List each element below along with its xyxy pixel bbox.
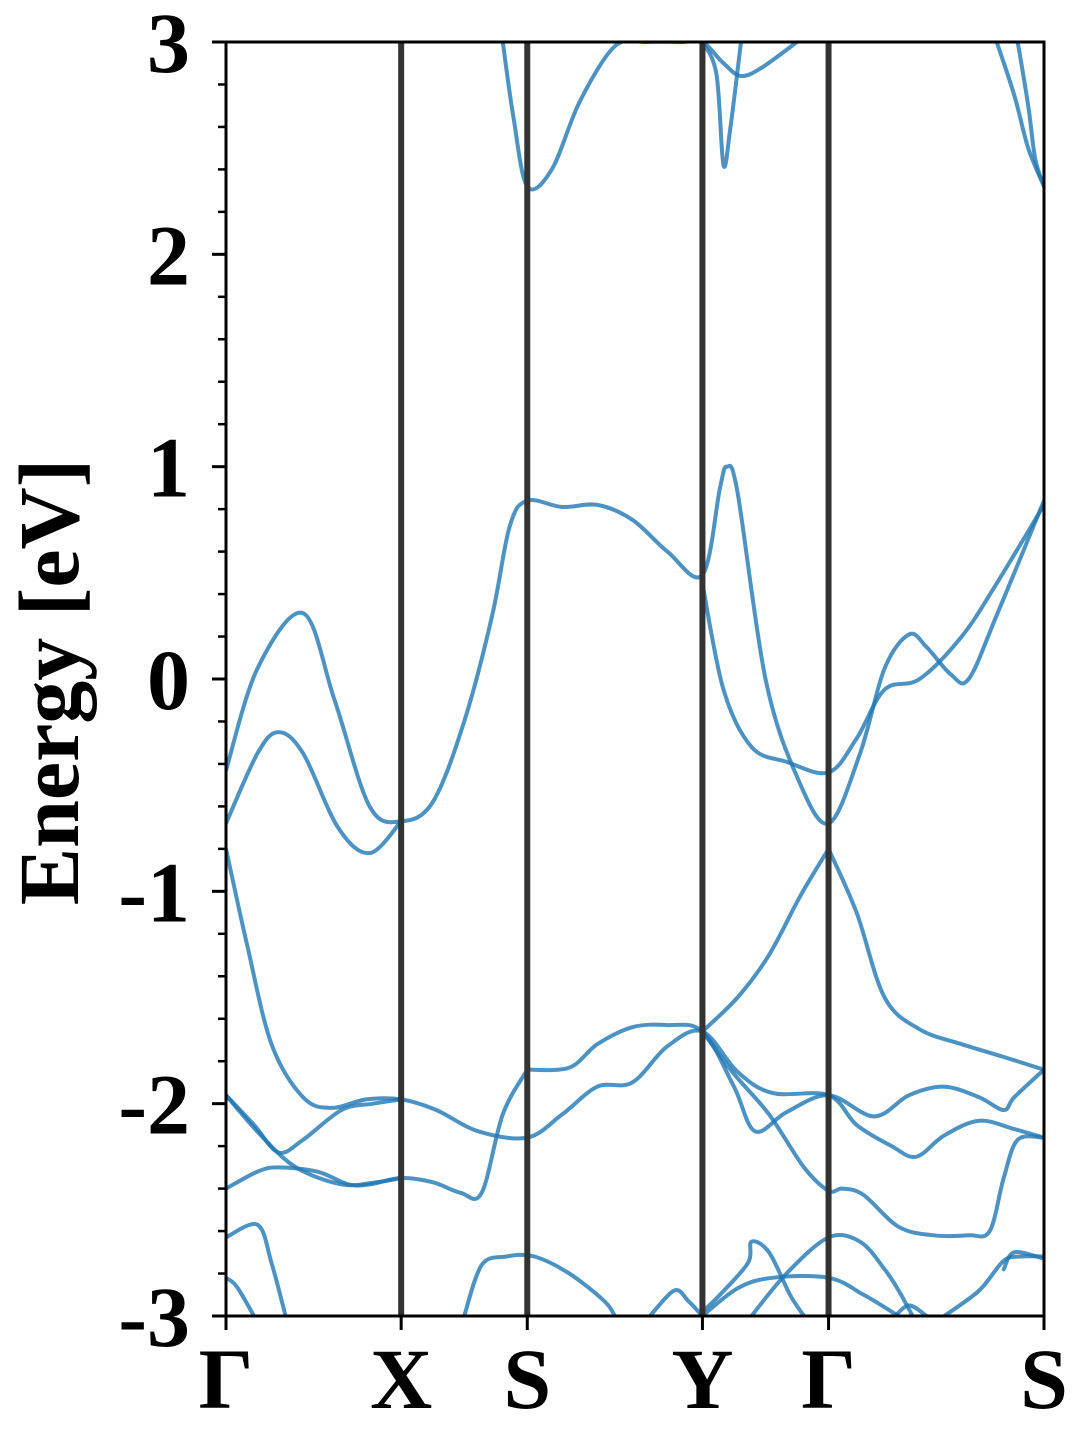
band-line-4 xyxy=(525,1022,1044,1134)
x-tick-label-0: Γ xyxy=(199,1331,254,1427)
band-line-11 xyxy=(226,1221,288,1316)
x-tick-label-2: S xyxy=(503,1331,551,1427)
band-line-20 xyxy=(1001,1250,1044,1272)
y-axis-label: Energy [eV] xyxy=(1,459,97,906)
band-line-22 xyxy=(700,42,743,169)
x-tick-label-5: S xyxy=(1020,1331,1068,1427)
band-line-12 xyxy=(226,1275,256,1316)
band-line-14 xyxy=(647,1288,705,1316)
y-tick-label-3: 0 xyxy=(147,632,190,728)
y-tick-label-4: -1 xyxy=(118,844,190,940)
band-line-16 xyxy=(700,1239,806,1316)
band-line-7 xyxy=(226,1093,404,1188)
band-line-6 xyxy=(226,1093,404,1155)
y-axis-ticks: 3 2 1 0 -1 -2 -3 xyxy=(118,0,226,1365)
band-line-13 xyxy=(462,1252,617,1316)
x-tick-label-4: Γ xyxy=(801,1331,856,1427)
band-line-3 xyxy=(226,846,1044,1160)
x-tick-label-1: X xyxy=(370,1331,432,1427)
y-tick-label-2: 1 xyxy=(147,420,190,516)
band-line-15 xyxy=(700,1274,901,1316)
band-line-19 xyxy=(942,1254,1044,1316)
band-line-8 xyxy=(700,1029,1044,1239)
y-tick-label-1: 2 xyxy=(147,207,190,303)
bands-layer xyxy=(226,42,1044,1316)
band-line-1 xyxy=(226,730,404,856)
band-line-21 xyxy=(500,42,799,192)
y-tick-label-5: -2 xyxy=(118,1057,190,1153)
band-line-24 xyxy=(1015,42,1044,189)
x-tick-label-3: Y xyxy=(671,1331,733,1427)
band-line-9 xyxy=(826,846,1044,1072)
y-tick-label-6: -3 xyxy=(118,1269,190,1365)
band-line-0 xyxy=(226,463,1044,826)
band-line-2 xyxy=(700,502,1044,776)
band-line-17 xyxy=(749,1233,915,1316)
k-point-lines xyxy=(398,42,832,1316)
band-line-18 xyxy=(893,1303,929,1316)
band-line-10 xyxy=(700,846,831,1034)
y-tick-label-0: 3 xyxy=(147,0,190,91)
